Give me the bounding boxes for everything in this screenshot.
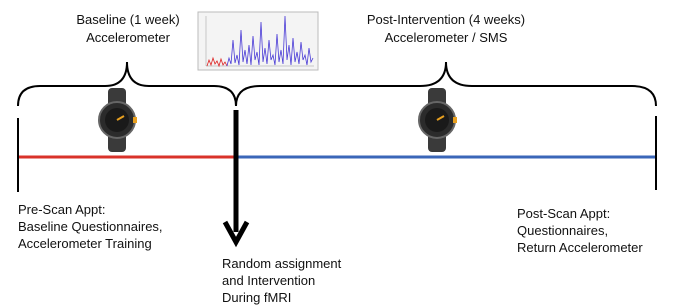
intervention-arrow bbox=[225, 110, 247, 242]
event-label: Accelerometer Training bbox=[18, 236, 152, 251]
phase-label: Accelerometer bbox=[86, 30, 170, 45]
data-thumbnail bbox=[198, 12, 318, 70]
phase-label: Baseline (1 week) bbox=[76, 12, 179, 27]
event-label: Pre-Scan Appt: bbox=[18, 202, 105, 217]
event-label: Return Accelerometer bbox=[517, 240, 643, 255]
event-label: Baseline Questionnaires, bbox=[18, 219, 163, 234]
event-label: and Intervention bbox=[222, 273, 315, 288]
watch-icon bbox=[99, 88, 137, 152]
phase-label: Post-Intervention (4 weeks) bbox=[367, 12, 525, 27]
event-label: Questionnaires, bbox=[517, 223, 608, 238]
event-label: Post-Scan Appt: bbox=[517, 206, 610, 221]
event-label: During fMRI bbox=[222, 290, 291, 305]
watch-icon bbox=[419, 88, 457, 152]
event-label: Random assignment bbox=[222, 256, 342, 271]
phase-label: Accelerometer / SMS bbox=[385, 30, 508, 45]
timeline-diagram: Baseline (1 week) Accelerometer Post-Int… bbox=[0, 0, 674, 306]
